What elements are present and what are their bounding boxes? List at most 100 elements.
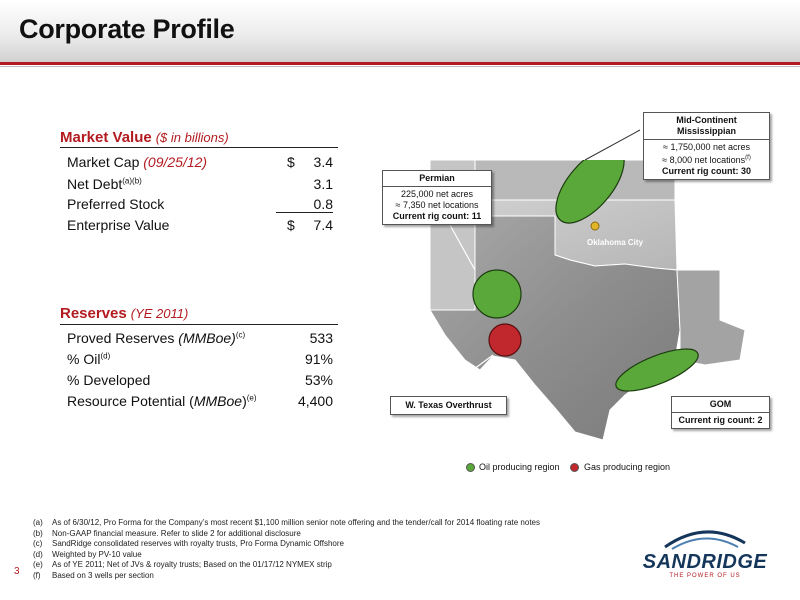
gas-legend-label: Gas producing region (584, 462, 671, 472)
resource-potential-label-text: Resource Potential ( (67, 393, 194, 409)
permian-callout: Permian 225,000 net acres ≈ 7,350 net lo… (382, 170, 492, 225)
mid-continent-title-line2: Mississippian (676, 126, 737, 136)
market-cap-date: (09/25/12) (143, 154, 208, 170)
permian-locations: ≈ 7,350 net locations (395, 200, 479, 210)
resource-potential-paren: ) (242, 393, 247, 409)
footnote-c-key: (c) (33, 539, 43, 548)
mid-continent-acres: ≈ 1,750,000 net acres (663, 142, 750, 152)
gom-callout-title: GOM (672, 397, 769, 413)
market-value-heading-label: Market Value (60, 129, 152, 146)
title-bar (0, 0, 800, 64)
oil-legend-label: Oil producing region (479, 462, 560, 472)
enterprise-value-row: Enterprise Value $ 7.4 (67, 214, 337, 236)
mid-continent-region (555, 160, 625, 224)
page-number: 3 (14, 566, 20, 577)
permian-region (472, 269, 522, 319)
reserves-heading: Reserves (YE 2011) (60, 305, 188, 322)
reserves-rule (60, 324, 338, 325)
gom-region (615, 348, 699, 392)
net-debt-footnote: (a)(b) (122, 176, 142, 186)
market-cap-value: 3.4 (313, 154, 333, 170)
oil-legend-swatch (466, 463, 475, 472)
permian-rig-count: Current rig count: 11 (392, 211, 482, 221)
subtotal-rule (276, 212, 333, 213)
resource-potential-unit: MMBoe (193, 393, 243, 409)
net-debt-row: Net Debt(a)(b) 3.1 (67, 173, 337, 195)
proved-reserves-unit: (MMBoe) (178, 330, 236, 346)
gas-legend-swatch (570, 463, 579, 472)
resource-potential-label: Resource Potential (MMBoe)(e) (67, 393, 257, 409)
logo-tagline: THE POWER OF US (669, 573, 741, 579)
resource-potential-value: 4,400 (297, 393, 333, 409)
enterprise-value-currency: $ (287, 217, 295, 233)
mid-continent-callout: Mid-Continent Mississippian ≈ 1,750,000 … (643, 112, 770, 180)
footnote-c-text: SandRidge consolidated reserves with roy… (52, 539, 344, 548)
logo-wordmark: SANDRIDGE (642, 551, 768, 573)
footnote-f-key: (f) (33, 570, 41, 580)
market-cap-label: Market Cap (09/25/12) (67, 154, 207, 170)
oklahoma-city-label: Oklahoma City (587, 238, 644, 247)
mid-continent-footnote: (f) (745, 155, 751, 161)
pct-developed-label: % Developed (67, 372, 151, 388)
footnote-d-text: Weighted by PV-10 value (52, 549, 142, 559)
w-texas-connector (434, 354, 494, 399)
footnote-e-key: (e) (33, 560, 43, 569)
mid-continent-arrow (584, 129, 641, 161)
preferred-stock-label: Preferred Stock (67, 196, 165, 212)
oklahoma-city-marker (590, 221, 600, 231)
mid-continent-locations: ≈ 8,000 net locations(f) (646, 153, 767, 166)
reserves-subheading: (YE 2011) (130, 306, 189, 321)
footnote-b-text: Non-GAAP financial measure. Refer to sli… (52, 528, 301, 538)
gom-rig-count: Current rig count: 2 (678, 415, 763, 425)
net-debt-label-text: Net Debt (67, 176, 123, 192)
market-cap-currency: $ (287, 154, 295, 170)
pct-developed-row: % Developed 53% (67, 369, 337, 391)
net-debt-label: Net Debt(a)(b) (67, 176, 142, 192)
footnote-d-key: (d) (33, 549, 43, 559)
preferred-stock-row: Preferred Stock 0.8 (67, 193, 337, 215)
page-title: Corporate Profile (19, 14, 235, 44)
gom-callout: GOM Current rig count: 2 (671, 396, 770, 429)
mid-continent-locations-text: ≈ 8,000 net locations (662, 155, 746, 165)
footnote-f-text: Based on 3 wells per section (52, 570, 154, 580)
market-cap-label-text: Market Cap (67, 154, 140, 170)
proved-reserves-label: Proved Reserves (MMBoe)(c) (67, 330, 245, 346)
sandridge-logo: SANDRIDGE THE POWER OF US (640, 523, 770, 581)
logo-swoosh-icon (664, 530, 746, 550)
w-texas-callout: W. Texas Overthrust (390, 396, 507, 415)
market-value-subheading: ($ in billions) (155, 130, 229, 145)
footnote-a-key: (a) (33, 518, 43, 527)
pct-oil-row: % Oil(d) 91% (67, 348, 337, 370)
pct-oil-label-text: % Oil (67, 351, 101, 367)
resource-potential-footnote: (e) (246, 393, 257, 403)
pct-oil-label: % Oil(d) (67, 351, 110, 367)
pct-oil-value: 91% (304, 351, 333, 367)
pct-oil-footnote: (d) (100, 351, 111, 361)
market-value-rule (60, 147, 338, 148)
mid-continent-rig-count: Current rig count: 30 (661, 166, 751, 176)
mid-continent-callout-title: Mid-Continent Mississippian (644, 113, 769, 140)
w-texas-overthrust-region (488, 323, 522, 357)
market-cap-row: Market Cap (09/25/12) $ 3.4 (67, 151, 337, 173)
reserves-heading-label: Reserves (60, 305, 127, 322)
title-accent-rule (0, 62, 800, 65)
w-texas-callout-title: W. Texas Overthrust (405, 400, 492, 410)
net-debt-value: 3.1 (313, 176, 333, 192)
permian-callout-title: Permian (383, 171, 491, 187)
market-value-heading: Market Value ($ in billions) (60, 129, 229, 146)
proved-reserves-value: 533 (309, 330, 333, 346)
gom-connector (686, 375, 706, 399)
enterprise-value-value: 7.4 (313, 217, 333, 233)
permian-acres: 225,000 net acres (400, 189, 474, 199)
permian-connector (449, 224, 476, 271)
footnote-e-text: As of YE 2011; Net of JVs & royalty trus… (52, 560, 332, 569)
preferred-stock-value: 0.8 (313, 196, 333, 212)
title-divider (0, 66, 800, 67)
proved-reserves-footnote: (c) (235, 330, 246, 340)
proved-reserves-label-text: Proved Reserves (67, 330, 175, 346)
pct-developed-value: 53% (304, 372, 333, 388)
footnote-b-key: (b) (33, 528, 43, 538)
mid-continent-title-line1: Mid-Continent (676, 115, 737, 125)
resource-potential-row: Resource Potential (MMBoe)(e) 4,400 (67, 390, 337, 412)
enterprise-value-label: Enterprise Value (67, 217, 170, 233)
